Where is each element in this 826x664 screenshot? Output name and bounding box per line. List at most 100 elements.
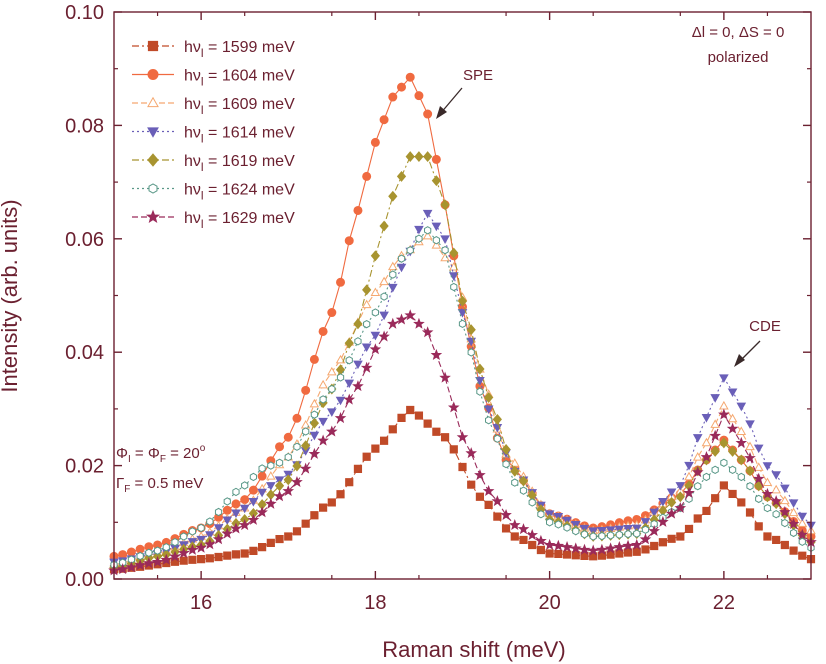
- data-point: [415, 234, 423, 243]
- data-point: [335, 396, 346, 406]
- data-point: [735, 436, 748, 448]
- data-point: [431, 222, 442, 232]
- cde-arrowhead: [734, 354, 745, 367]
- data-point: [554, 520, 562, 529]
- data-point: [465, 447, 478, 459]
- data-point: [449, 247, 459, 259]
- data-point: [310, 511, 319, 520]
- data-point: [396, 263, 407, 273]
- data-point: [388, 92, 398, 102]
- data-point: [675, 482, 686, 491]
- series-1624: [110, 226, 815, 570]
- data-point: [318, 417, 328, 427]
- data-point: [674, 502, 687, 514]
- data-point: [650, 541, 659, 551]
- data-point: [380, 292, 388, 301]
- data-point: [666, 496, 677, 508]
- data-point: [737, 472, 745, 482]
- legend-marker: [147, 40, 159, 52]
- data-point: [284, 452, 292, 462]
- data-point: [379, 311, 389, 321]
- data-point: [701, 437, 712, 447]
- data-point: [615, 530, 623, 539]
- data-point: [613, 541, 626, 553]
- data-point: [370, 250, 380, 262]
- data-point: [562, 550, 572, 559]
- data-point: [352, 380, 364, 392]
- data-point: [231, 550, 241, 559]
- data-point: [309, 354, 319, 364]
- data-point: [197, 555, 206, 564]
- data-point: [648, 525, 660, 537]
- data-point: [798, 551, 807, 560]
- data-point: [186, 543, 199, 555]
- data-point: [343, 393, 356, 405]
- data-point: [171, 537, 179, 547]
- data-point: [441, 245, 449, 255]
- data-point: [249, 472, 258, 482]
- data-point: [404, 309, 417, 321]
- data-point: [691, 466, 704, 478]
- data-point: [197, 523, 205, 533]
- legend-label: hνl = 1604 meV: [184, 68, 295, 89]
- data-point: [789, 528, 798, 538]
- data-point: [728, 465, 737, 475]
- data-point: [389, 270, 397, 279]
- data-point: [641, 545, 650, 554]
- data-point: [754, 522, 763, 531]
- data-point: [763, 532, 772, 541]
- data-point: [467, 348, 475, 357]
- data-point: [257, 488, 267, 498]
- data-point: [624, 529, 632, 539]
- data-point: [222, 505, 232, 515]
- data-point: [387, 261, 398, 271]
- data-point: [693, 514, 702, 523]
- data-point: [370, 331, 381, 341]
- data-point: [633, 529, 641, 538]
- data-point: [327, 308, 337, 318]
- data-point: [422, 230, 433, 240]
- data-point: [239, 504, 250, 514]
- data-point: [126, 547, 136, 557]
- legend-label: hνl = 1614 meV: [184, 125, 295, 146]
- data-point: [145, 548, 153, 557]
- data-point: [326, 425, 338, 437]
- data-point: [205, 554, 214, 563]
- data-point: [727, 445, 738, 457]
- data-point: [719, 400, 729, 410]
- data-point: [169, 550, 181, 562]
- data-point: [432, 427, 441, 436]
- data-point: [369, 343, 382, 355]
- data-point: [291, 475, 303, 487]
- data-point: [256, 506, 268, 518]
- data-point: [284, 532, 293, 541]
- data-point: [257, 471, 267, 481]
- data-point: [143, 557, 155, 569]
- data-point: [727, 388, 738, 398]
- data-point: [779, 505, 791, 518]
- legend: hνl = 1599 meV hνl = 1604 meV hνl = 1609 m…: [132, 39, 295, 231]
- data-point: [440, 235, 450, 244]
- data-point: [457, 295, 468, 307]
- data-point: [770, 495, 782, 507]
- data-point: [318, 326, 328, 336]
- data-point: [641, 525, 650, 534]
- series-layer: [108, 72, 817, 576]
- data-point: [449, 445, 458, 454]
- legend-label: hνl = 1629 meV: [184, 210, 295, 231]
- data-point: [711, 465, 719, 475]
- legend-item-1629: hνl = 1629 meV: [132, 209, 295, 231]
- data-point: [447, 401, 460, 413]
- legend-marker: [147, 69, 159, 80]
- data-point: [493, 434, 501, 443]
- data-point: [511, 478, 519, 487]
- data-point: [423, 419, 432, 428]
- data-point: [204, 538, 216, 550]
- data-point: [598, 531, 606, 541]
- data-point: [273, 490, 286, 502]
- data-point: [572, 526, 580, 536]
- data-point: [578, 543, 591, 555]
- data-point: [710, 419, 720, 428]
- data-point: [353, 318, 363, 330]
